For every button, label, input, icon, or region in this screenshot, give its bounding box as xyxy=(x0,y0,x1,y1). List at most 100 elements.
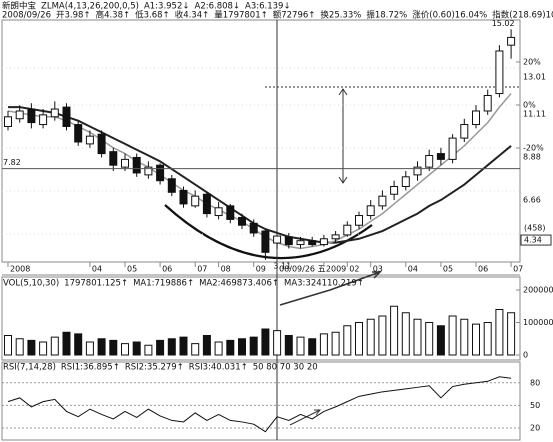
candle-body xyxy=(4,116,12,127)
volume-bar xyxy=(401,312,410,356)
volume-bar xyxy=(50,336,59,356)
x-tick-label: 04 xyxy=(92,265,102,274)
info-text: 换25.33% xyxy=(320,10,361,21)
trend-arrow xyxy=(279,271,382,306)
volume-bar xyxy=(378,315,387,356)
y-tick-label: 8.88 xyxy=(523,153,541,162)
x-tick-label: 02 xyxy=(349,265,359,274)
candle-body xyxy=(74,124,83,143)
info-text: 指数(218.69)10.54% xyxy=(492,10,553,21)
candle-body xyxy=(507,36,516,46)
candle-body xyxy=(308,240,317,246)
candle-body xyxy=(319,238,328,246)
volume-bar xyxy=(390,305,399,356)
x-tick-label: 04 xyxy=(408,265,418,274)
annotation: 4.34 xyxy=(524,236,542,245)
rsi-line xyxy=(7,376,512,433)
ma-line xyxy=(7,93,512,250)
header: 新朗中宝 ZLMA(4,13,26,200,0,5) A1:3.952↓ A2:6.8… xyxy=(2,1,553,21)
candle-body xyxy=(296,240,305,246)
y-tick-label: 6.66 xyxy=(523,196,541,205)
rsi-chart: RSI(7,14,28) RSI1:36.895↑ RSI2:35.279↑ RSI3… xyxy=(2,363,540,433)
legend-text: RSI1:36.895↑ xyxy=(61,363,120,373)
legend-text: MA3:324110.219↑ xyxy=(284,279,364,289)
y2-tick-label: -20% xyxy=(523,143,544,152)
volume-bar xyxy=(27,339,36,356)
volume-chart: VOL(5,10,30) 1797801.125↑ MA1:719886↑ MA2:4… xyxy=(3,279,553,360)
legend-text: 50 80 70 30 20 xyxy=(253,363,318,373)
volume-bar xyxy=(156,339,165,356)
y-tick-label: 80 xyxy=(530,378,540,387)
candle-body xyxy=(179,189,188,205)
candle-body xyxy=(448,137,457,160)
annotation: 7.82 xyxy=(3,158,21,167)
volume-bar xyxy=(202,335,211,356)
info-text: 振18.72% xyxy=(366,10,407,21)
candle-body xyxy=(460,124,469,139)
legend-text: 1797801.125↑ xyxy=(64,279,128,289)
volume-bar xyxy=(261,328,270,356)
y2-tick-label: 20% xyxy=(523,57,541,66)
candle-body xyxy=(191,195,200,207)
volume-bar xyxy=(425,322,434,356)
x-tick-label: 2009 xyxy=(326,265,346,274)
candle-body xyxy=(15,110,24,120)
annotation: 3.11 xyxy=(273,261,291,270)
volume-bar xyxy=(109,339,118,356)
annotation: 15.02 xyxy=(492,19,515,28)
y2-tick-label: 0% xyxy=(523,100,536,109)
legend-text: VOL(5,10,30) xyxy=(3,279,59,289)
candle-body xyxy=(331,234,340,240)
volume-bar xyxy=(167,338,176,356)
volume-bar xyxy=(331,331,340,356)
candle-body xyxy=(366,205,375,217)
volume-bar xyxy=(132,341,141,356)
y-tick-label: 100000 xyxy=(523,318,553,327)
candle-body xyxy=(355,215,363,226)
candle-body xyxy=(39,114,48,126)
volume-bar xyxy=(4,335,12,356)
legend-text: MA2:469873.406↑ xyxy=(199,279,279,289)
volume-bar xyxy=(308,338,317,356)
candle-body xyxy=(343,224,352,236)
y-tick-label: 11.11 xyxy=(523,109,546,118)
rsi-panel xyxy=(1,361,521,441)
candle-body xyxy=(238,216,246,226)
candle-body xyxy=(132,156,141,174)
y-tick-label: 0 xyxy=(523,351,528,360)
candle-body xyxy=(249,222,258,234)
candle-body xyxy=(144,166,153,176)
ma-line xyxy=(8,106,512,244)
volume-bar xyxy=(366,318,375,356)
price-panel xyxy=(1,19,521,263)
legend-text: RSI(7,14,28) xyxy=(3,363,56,373)
volume-bar xyxy=(74,333,83,356)
volume-bar xyxy=(460,318,469,356)
candle-body xyxy=(413,166,422,176)
info-text: 收4.34↑ xyxy=(175,10,210,21)
volume-bar xyxy=(238,338,246,356)
volume-bar xyxy=(319,333,328,356)
candle-body xyxy=(425,155,434,168)
header-text: ZLMA(4,13,26,200,0,5) xyxy=(41,2,139,12)
price-chart: 13.0111.118.886.664.4420%0%-20%200804050… xyxy=(2,19,552,274)
candle-body xyxy=(85,135,94,145)
volume-bar xyxy=(144,344,153,356)
candle-body xyxy=(284,236,293,246)
volume-bar xyxy=(273,330,282,356)
volume-bar xyxy=(179,336,188,356)
info-text: 量1797801↑ xyxy=(214,11,267,21)
candle-body xyxy=(226,205,235,220)
volume-bar xyxy=(448,315,457,356)
volume-bar xyxy=(85,341,94,356)
x-tick-label: 09 xyxy=(256,265,266,274)
x-tick-label: 03 xyxy=(373,265,383,274)
x-tick-label: 08 xyxy=(221,265,231,274)
candle-body xyxy=(214,207,223,217)
info-text: 额72796↑ xyxy=(273,10,316,21)
candle-body xyxy=(390,185,399,195)
candle-body xyxy=(50,108,59,118)
candle-body xyxy=(483,95,492,112)
volume-bar xyxy=(121,343,129,356)
info-text: 2008/09/26 xyxy=(2,11,51,21)
